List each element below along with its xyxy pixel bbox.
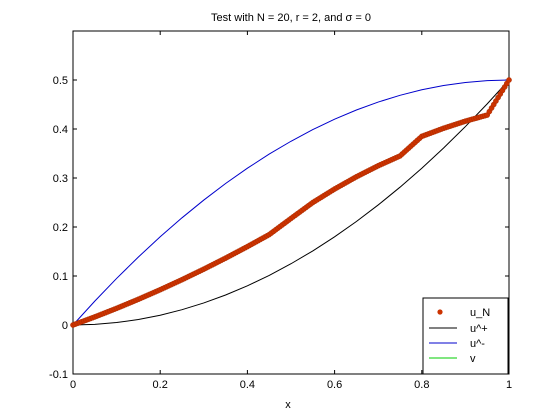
x-tick-label: 0.2 <box>153 379 168 391</box>
series-line-u-plus <box>72 79 510 326</box>
y-tick-label: 0.1 <box>53 271 68 283</box>
legend-box <box>422 297 509 375</box>
x-tick-label: 0.6 <box>327 379 342 391</box>
x-axis-label: x <box>285 399 291 411</box>
y-tick-label: 0.3 <box>53 173 68 185</box>
series-line-u-minus <box>72 79 510 326</box>
x-tick-label: 0.8 <box>414 379 429 391</box>
legend-marker-u_N <box>437 309 443 315</box>
legend-label: u_N <box>470 307 490 319</box>
x-tick-label: 0 <box>70 379 76 391</box>
x-tick-label: 0.4 <box>240 379 255 391</box>
x-tick-label: 1 <box>506 379 512 391</box>
legend-label: v <box>470 353 476 365</box>
y-tick-label: 0.4 <box>53 124 68 136</box>
legend-label: u^+ <box>470 323 488 335</box>
legend: u_N u^+ u^- v <box>422 297 509 375</box>
legend-label: u^- <box>470 338 485 350</box>
y-tick-label: -0.1 <box>49 369 68 381</box>
y-tick-label: 0.2 <box>53 222 68 234</box>
chart-title: Test with N = 20, r = 2, and σ = 0 <box>211 12 371 24</box>
y-tick-label: 0.5 <box>53 75 68 87</box>
series-point-u_N <box>506 77 512 83</box>
y-tick-label: 0 <box>62 320 68 332</box>
